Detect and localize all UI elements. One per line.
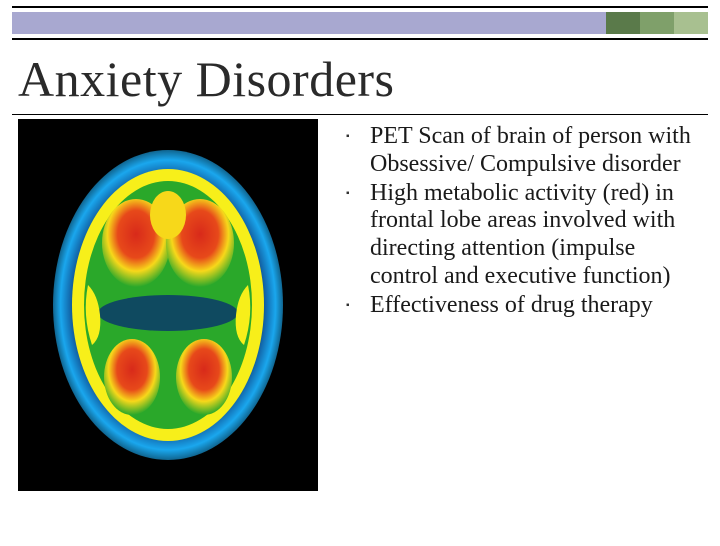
bullet-list: ▪ PET Scan of brain of person with Obses… xyxy=(318,119,708,491)
band-green-mid xyxy=(640,12,674,34)
top-rule xyxy=(12,6,708,8)
bullet-marker-icon: ▪ xyxy=(346,180,370,207)
header-color-band xyxy=(12,12,708,34)
list-item: ▪ High metabolic activity (red) in front… xyxy=(346,180,708,291)
bullet-text: Effectiveness of drug therapy xyxy=(370,292,653,320)
pet-scan-svg xyxy=(48,145,288,465)
slide-title: Anxiety Disorders xyxy=(18,50,720,108)
bullet-marker-icon: ▪ xyxy=(346,123,370,150)
bullet-marker-icon: ▪ xyxy=(346,292,370,319)
top-rule-lower xyxy=(12,38,708,40)
content-row: ▪ PET Scan of brain of person with Obses… xyxy=(0,119,720,491)
list-item: ▪ Effectiveness of drug therapy xyxy=(346,292,708,320)
pet-scan-image xyxy=(18,119,318,491)
bullet-text: High metabolic activity (red) in frontal… xyxy=(370,180,708,291)
bullet-text: PET Scan of brain of person with Obsessi… xyxy=(370,123,708,179)
band-green-light xyxy=(674,12,708,34)
band-lavender xyxy=(12,12,606,34)
band-green-dark xyxy=(606,12,640,34)
list-item: ▪ PET Scan of brain of person with Obses… xyxy=(346,123,708,179)
title-underline xyxy=(12,114,708,115)
